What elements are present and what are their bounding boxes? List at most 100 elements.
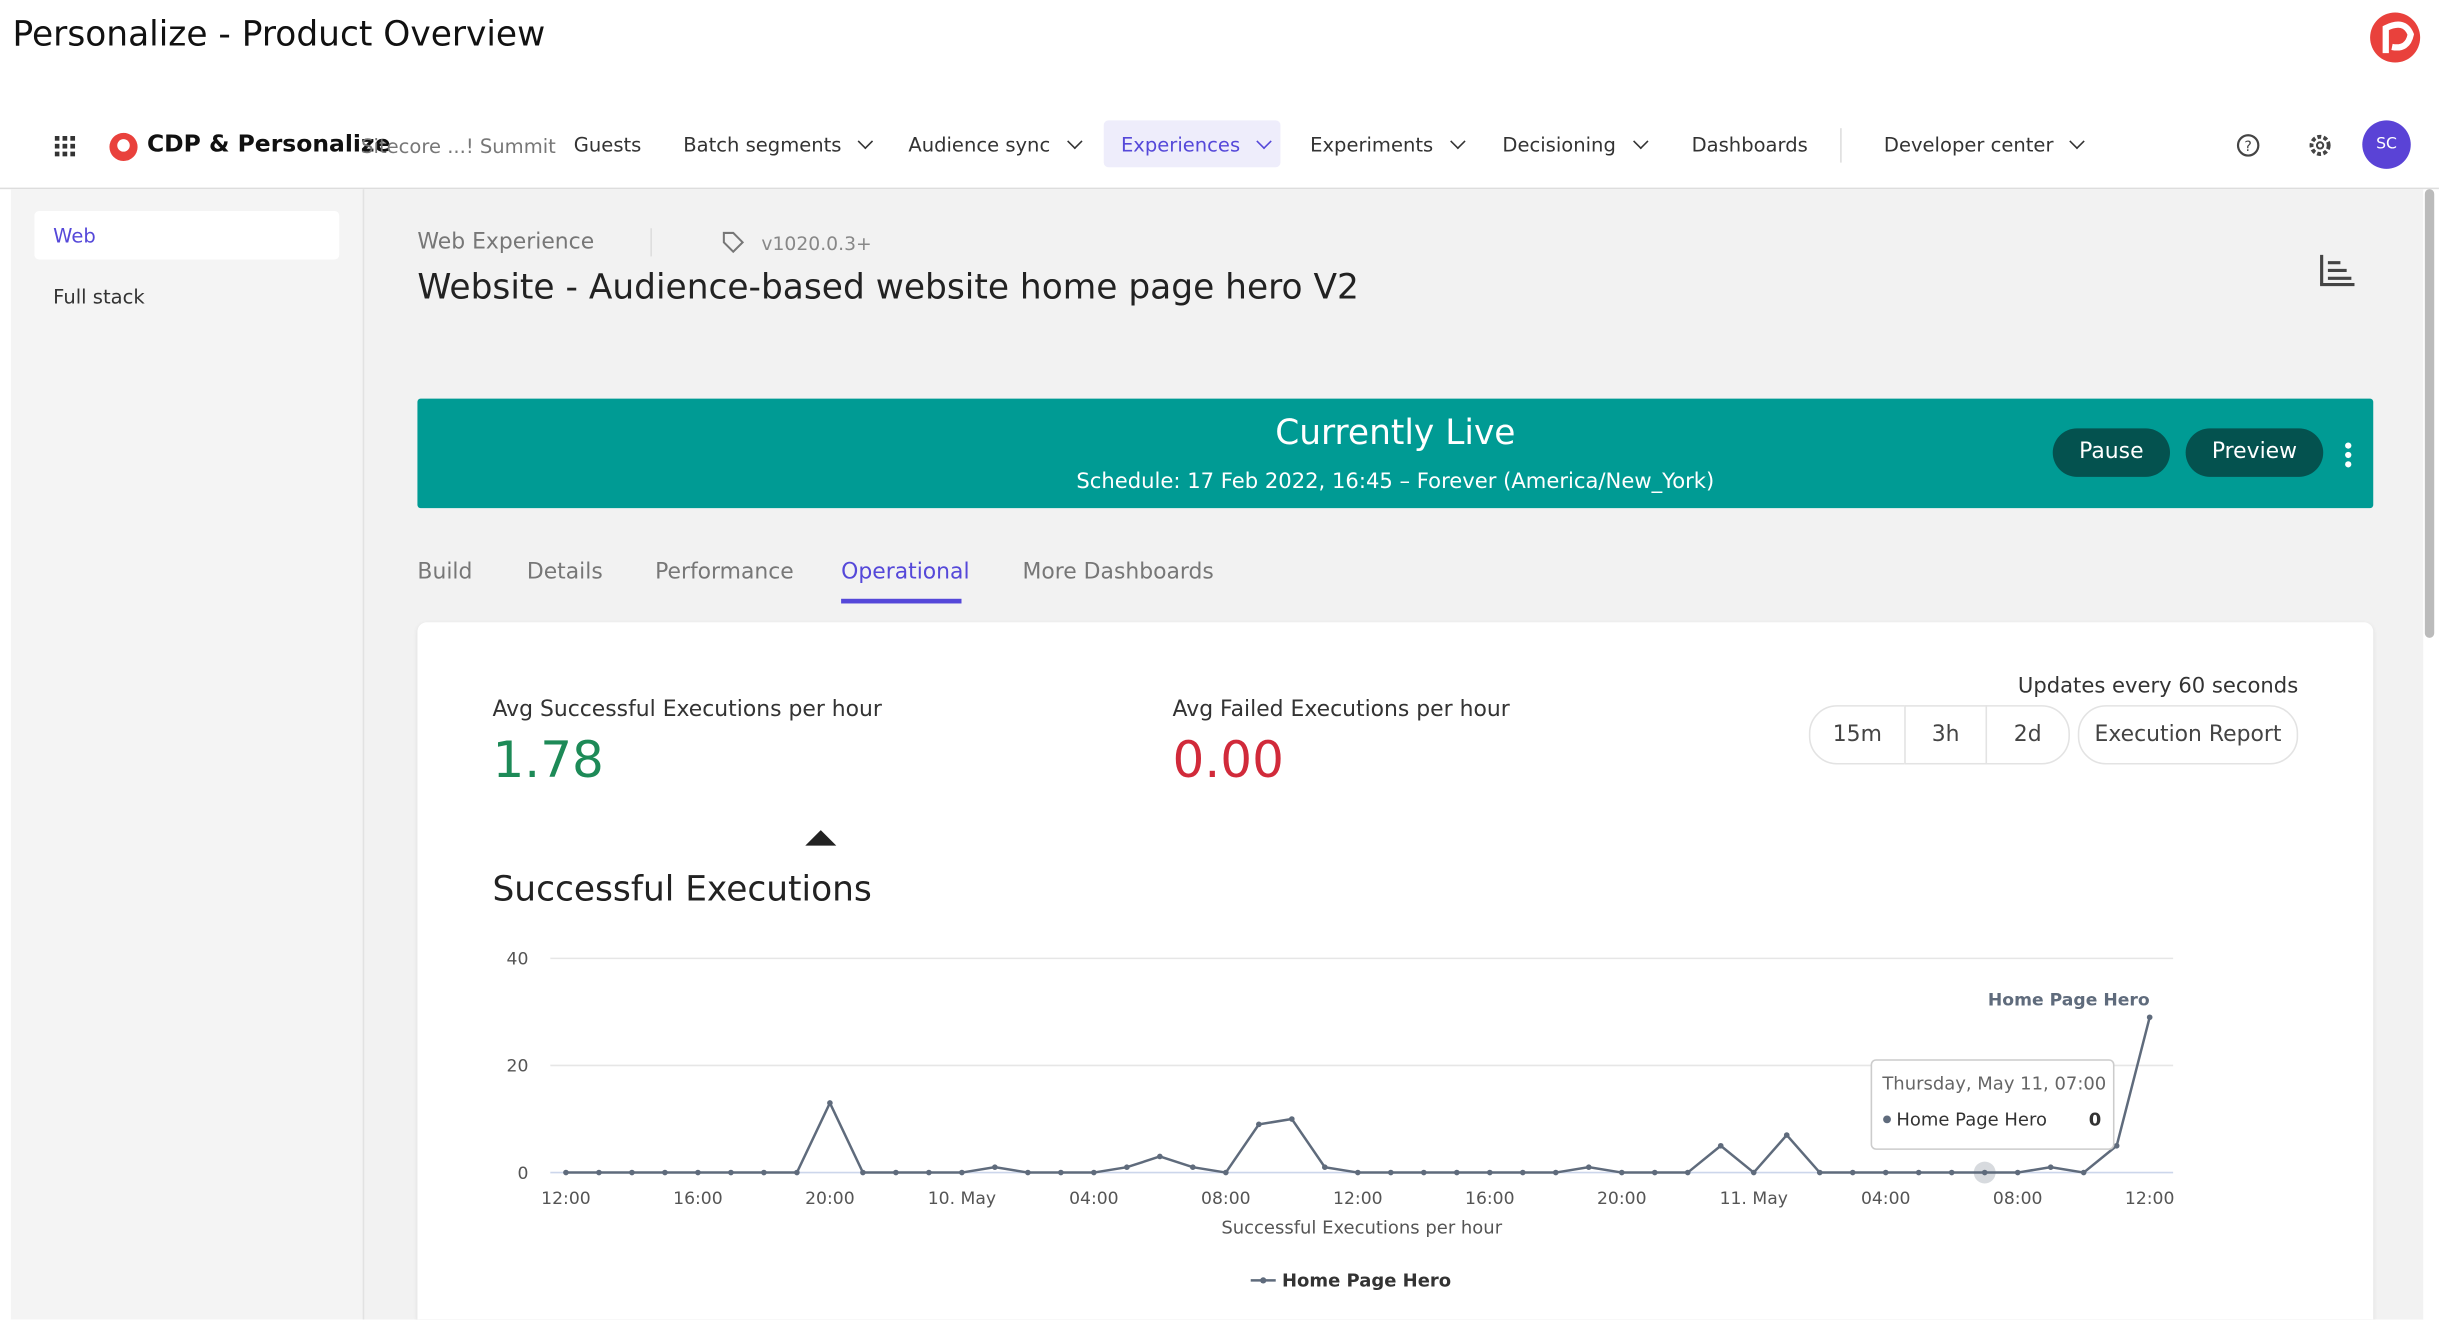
svg-text:?: ?	[2244, 139, 2251, 155]
nav-label: Batch segments	[683, 132, 842, 157]
tag-icon	[722, 231, 745, 254]
point	[1025, 1169, 1031, 1176]
preview-button[interactable]: Preview	[2185, 428, 2324, 477]
point	[1849, 1169, 1856, 1176]
report-button[interactable]: Execution Report	[2077, 705, 2299, 765]
point	[1387, 1169, 1394, 1176]
tooltip-series: Home Page Hero	[1896, 1110, 2047, 1131]
apps-icon[interactable]	[54, 136, 77, 158]
point	[662, 1169, 668, 1176]
x-tick-label: 20:00	[1597, 1189, 1647, 1209]
point	[563, 1169, 569, 1176]
more-icon[interactable]	[2342, 441, 2355, 469]
point	[1717, 1142, 1724, 1149]
collapse-arrow[interactable]	[805, 830, 837, 846]
nav-item[interactable]: Developer center	[1883, 132, 2086, 157]
tooltip	[1870, 1059, 2115, 1150]
point	[992, 1164, 998, 1171]
x-tick-label: 12:00	[1333, 1189, 1383, 1209]
x-tick-label: 04:00	[1069, 1189, 1119, 1209]
point	[1915, 1169, 1922, 1176]
legend-label: Home Page Hero	[1282, 1271, 1451, 1292]
point	[827, 1100, 833, 1106]
avatar[interactable]: SC	[2362, 120, 2411, 169]
sidebar	[10, 189, 365, 1320]
point	[893, 1169, 899, 1176]
y-tick-label: 20	[507, 1057, 529, 1077]
settings-icon[interactable]	[2308, 133, 2333, 158]
nav-item[interactable]: Decisioning	[1502, 132, 1648, 157]
point	[1750, 1169, 1757, 1176]
brand-icon	[109, 132, 138, 162]
point	[1420, 1169, 1427, 1176]
point	[926, 1169, 932, 1176]
chart-title: Successful Executions	[492, 870, 871, 910]
nav-item[interactable]: Experiences	[1120, 132, 1273, 157]
point	[2113, 1142, 2120, 1149]
experience-type: Web Experience	[417, 229, 595, 255]
point	[1223, 1169, 1229, 1176]
point	[1783, 1132, 1790, 1138]
tab[interactable]: Operational	[841, 559, 970, 585]
nav-item[interactable]: Batch segments	[683, 132, 874, 157]
divider	[1840, 128, 1842, 163]
y-tick-label: 0	[517, 1164, 528, 1184]
pause-button[interactable]: Pause	[2052, 428, 2170, 477]
nav-label: Developer center	[1883, 132, 2054, 157]
nav-active-bg	[1103, 120, 1281, 168]
x-tick-label: 04:00	[1861, 1189, 1911, 1209]
point	[1289, 1116, 1295, 1122]
point	[1981, 1169, 1988, 1176]
range-button[interactable]: 3h	[1904, 705, 1988, 765]
nav-item[interactable]: Experiments	[1310, 132, 1466, 157]
x-tick-label: 12:00	[2125, 1189, 2175, 1209]
x-tick-label: 20:00	[805, 1189, 855, 1209]
nav-label: Experiences	[1120, 132, 1241, 157]
series-label: Home Page Hero	[1988, 990, 2150, 1010]
point	[1091, 1169, 1097, 1176]
nav-label: Experiments	[1310, 132, 1434, 157]
nav-item[interactable]: Dashboards	[1691, 132, 1808, 157]
x-axis-title: Successful Executions per hour	[1221, 1218, 1502, 1239]
experience-name: Website - Audience-based website home pa…	[417, 268, 1359, 308]
tab[interactable]: More Dashboards	[1022, 559, 1214, 585]
point	[2146, 1014, 2153, 1021]
x-tick-label: 16:00	[1465, 1189, 1515, 1209]
hover-halo	[1973, 1161, 1996, 1184]
point	[2047, 1164, 2054, 1171]
metric-label: Avg Successful Executions per hour	[492, 697, 882, 723]
sidebar-item[interactable]: Full stack	[53, 284, 145, 308]
divider	[650, 228, 652, 257]
report-icon[interactable]	[2319, 253, 2357, 287]
point	[1453, 1169, 1460, 1176]
point	[629, 1169, 635, 1176]
point	[1519, 1169, 1526, 1176]
tab[interactable]: Build	[417, 559, 473, 585]
nav-label: Audience sync	[908, 132, 1051, 157]
nav-item[interactable]: Audience sync	[908, 132, 1083, 157]
scrollbar[interactable]	[2424, 189, 2435, 638]
point	[1948, 1169, 1955, 1176]
point	[1552, 1169, 1559, 1176]
logo	[2370, 12, 2421, 63]
sidebar-active	[34, 211, 340, 260]
nav-item[interactable]: Guests	[573, 132, 642, 157]
point	[959, 1169, 965, 1176]
range-button[interactable]: 2d	[1985, 705, 2070, 765]
point	[1157, 1153, 1163, 1160]
tab[interactable]: Details	[526, 559, 603, 585]
tab[interactable]: Performance	[655, 559, 794, 585]
point	[728, 1169, 734, 1176]
sidebar-item[interactable]: Web	[53, 223, 96, 248]
tooltip-title: Thursday, May 11, 07:00	[1881, 1074, 2106, 1095]
point	[1058, 1169, 1064, 1176]
point	[1816, 1169, 1823, 1176]
point	[1354, 1169, 1361, 1176]
update-note: Updates every 60 seconds	[2017, 673, 2299, 699]
help-icon[interactable]: ?	[2236, 133, 2261, 158]
point	[860, 1169, 866, 1176]
version: v1020.0.3+	[761, 232, 872, 255]
x-tick-label: 11. May	[1720, 1189, 1788, 1209]
point	[2080, 1169, 2087, 1176]
nav-label: Decisioning	[1502, 132, 1616, 157]
